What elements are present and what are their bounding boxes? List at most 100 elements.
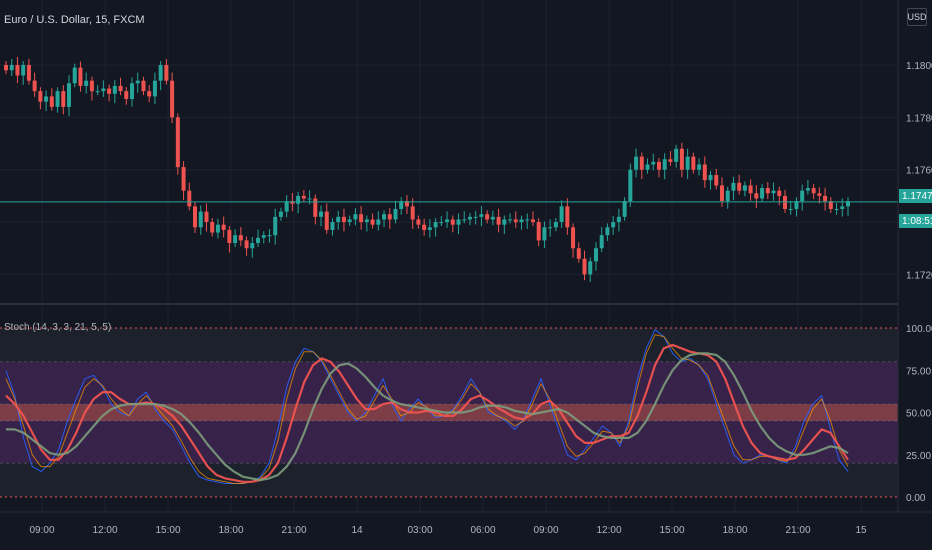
candle-body — [44, 96, 49, 102]
time-tick-label: 18:00 — [722, 525, 747, 536]
price-tick-label: 1.18000 — [906, 61, 932, 72]
stochastic-lines — [5, 329, 849, 484]
stoch-fast-d-line — [5, 334, 849, 484]
stoch-slow-k-line — [5, 343, 849, 483]
candle-body — [227, 229, 232, 244]
candle-body — [485, 214, 490, 220]
candle-body — [9, 64, 14, 71]
stoch-tick-label: 25.00 — [906, 451, 931, 462]
candle-body — [616, 216, 621, 223]
candle-body — [84, 80, 89, 86]
candle-body — [175, 117, 180, 168]
candle-body — [508, 219, 513, 221]
candle-body — [89, 80, 94, 92]
time-axis[interactable]: 09:00 12:00 15:00 18:00 21:00 14 03:00 06:00 09:… — [29, 525, 867, 536]
candle-body — [313, 198, 318, 217]
candle-body — [376, 219, 381, 225]
candle-body — [319, 211, 324, 217]
candle-body — [828, 201, 833, 209]
candle-body — [55, 91, 60, 107]
candle-body — [760, 188, 765, 199]
candle-body — [370, 219, 375, 225]
candle-body — [147, 91, 152, 97]
candle-body — [805, 188, 810, 191]
candle-body — [553, 222, 558, 228]
candle-body — [387, 214, 392, 220]
candle-body — [719, 185, 724, 202]
candle-body — [422, 224, 427, 230]
stochastic-axis[interactable]: 100.00 75.00 50.00 25.00 0.00 — [906, 324, 932, 504]
candle-body — [347, 219, 352, 223]
time-tick-label: 09:00 — [533, 525, 558, 536]
candle-body — [72, 67, 77, 84]
candle-body — [301, 195, 306, 199]
candle-body — [479, 214, 484, 217]
stoch-tick-label: 50.00 — [906, 409, 931, 420]
candle-body — [238, 235, 243, 241]
candle-body — [462, 219, 467, 221]
time-tick-label: 21:00 — [785, 525, 810, 536]
candle-body — [691, 156, 696, 170]
candle-body — [502, 219, 507, 225]
candle-body — [256, 237, 261, 244]
stochastic-bands — [0, 327, 898, 498]
candle-body — [170, 80, 175, 118]
candle-body — [296, 195, 301, 204]
candle-body — [382, 214, 387, 220]
candle-body — [605, 227, 610, 236]
candle-body — [697, 164, 702, 170]
candle-body — [714, 174, 719, 186]
indicator-label[interactable]: Stoch (14, 3, 3, 21, 5, 5) — [4, 322, 112, 333]
candle-body — [794, 201, 799, 209]
time-tick-label: 12:00 — [92, 525, 117, 536]
candle-body — [788, 208, 793, 210]
candle-body — [353, 214, 358, 220]
time-tick-label: 15:00 — [155, 525, 180, 536]
candle-body — [800, 190, 805, 202]
candle-body — [107, 88, 112, 94]
candle-body — [399, 201, 404, 209]
candle-body — [32, 80, 37, 92]
time-tick-label: 03:00 — [407, 525, 432, 536]
candle-body — [467, 216, 472, 220]
time-tick-label: 14 — [351, 525, 363, 536]
price-axis[interactable]: 1.180001.178001.176001.174001.17200 — [906, 61, 932, 281]
currency-button[interactable]: USD — [907, 8, 927, 26]
candle-body — [221, 224, 226, 230]
candle-body — [765, 188, 770, 194]
candle-body — [576, 248, 581, 259]
candle-body — [571, 227, 576, 249]
candle-body — [811, 188, 816, 194]
countdown-tag: 1:08:51 — [899, 214, 932, 228]
candle-body — [628, 169, 633, 202]
candle-body — [95, 91, 100, 93]
candle-body — [548, 227, 553, 229]
candle-body — [135, 80, 140, 84]
candle-body — [364, 219, 369, 223]
candle-body — [78, 67, 83, 86]
candle-body — [771, 190, 776, 194]
candle-body — [278, 211, 283, 217]
candle-body — [158, 64, 163, 81]
stoch-tick-label: 75.00 — [906, 366, 931, 377]
candle-body — [215, 224, 220, 233]
candle-body — [639, 156, 644, 170]
candle-body — [341, 216, 346, 223]
candle-body — [611, 222, 616, 228]
candle-body — [250, 243, 255, 249]
candle-body — [233, 235, 238, 244]
candle-body — [307, 198, 312, 200]
candle-body — [679, 148, 684, 170]
candle-body — [141, 80, 146, 92]
candle-body — [685, 156, 690, 170]
candle-body — [542, 227, 547, 241]
candle-body — [593, 248, 598, 262]
candle-body — [130, 83, 135, 100]
candle-body — [244, 240, 249, 249]
symbol-title[interactable]: Euro / U.S. Dollar, 15, FXCM — [4, 14, 145, 26]
candle-body — [4, 64, 8, 71]
candle-body — [530, 219, 535, 223]
candle-body — [588, 261, 593, 275]
candle-body — [668, 159, 673, 162]
price-candles[interactable] — [4, 56, 850, 283]
